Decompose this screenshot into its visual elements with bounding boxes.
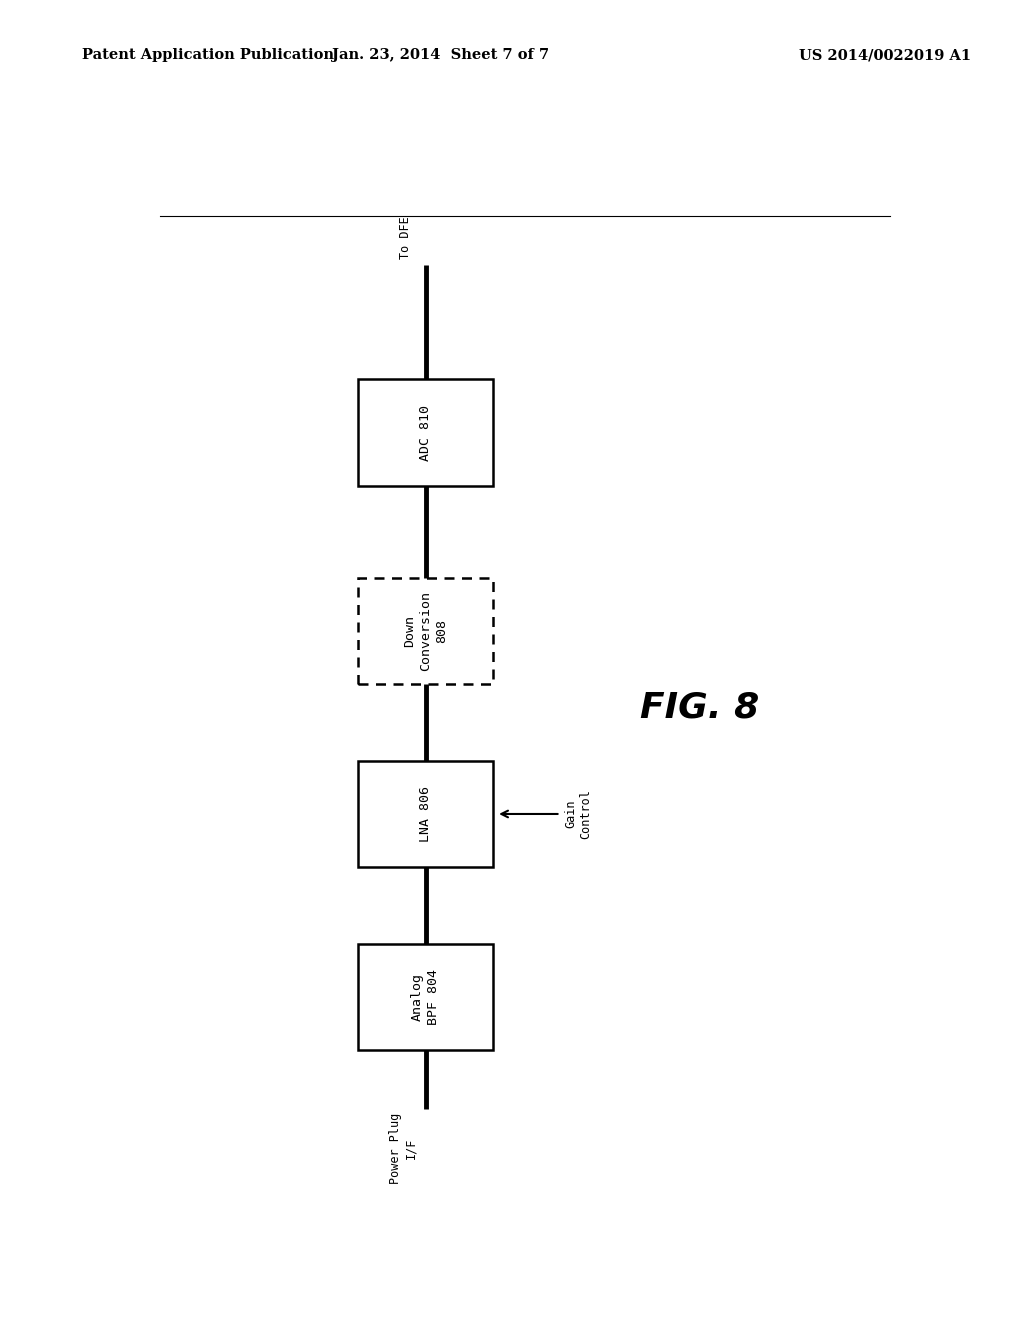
Text: Down
Conversion
808: Down Conversion 808 xyxy=(403,591,449,671)
Text: US 2014/0022019 A1: US 2014/0022019 A1 xyxy=(799,49,971,62)
Bar xyxy=(358,379,494,486)
Text: Power Plug
I/F: Power Plug I/F xyxy=(389,1113,418,1184)
Bar xyxy=(358,760,494,867)
Bar xyxy=(358,578,494,684)
Bar xyxy=(358,944,494,1051)
Text: FIG. 8: FIG. 8 xyxy=(640,690,759,725)
Text: Patent Application Publication: Patent Application Publication xyxy=(82,49,334,62)
Text: ADC 810: ADC 810 xyxy=(419,405,432,461)
Text: LNA 806: LNA 806 xyxy=(419,785,432,842)
Text: To DFE: To DFE xyxy=(399,216,413,259)
Text: Gain
Control: Gain Control xyxy=(564,789,592,840)
Text: Analog
BPF 804: Analog BPF 804 xyxy=(411,969,440,1024)
Text: Jan. 23, 2014  Sheet 7 of 7: Jan. 23, 2014 Sheet 7 of 7 xyxy=(332,49,549,62)
